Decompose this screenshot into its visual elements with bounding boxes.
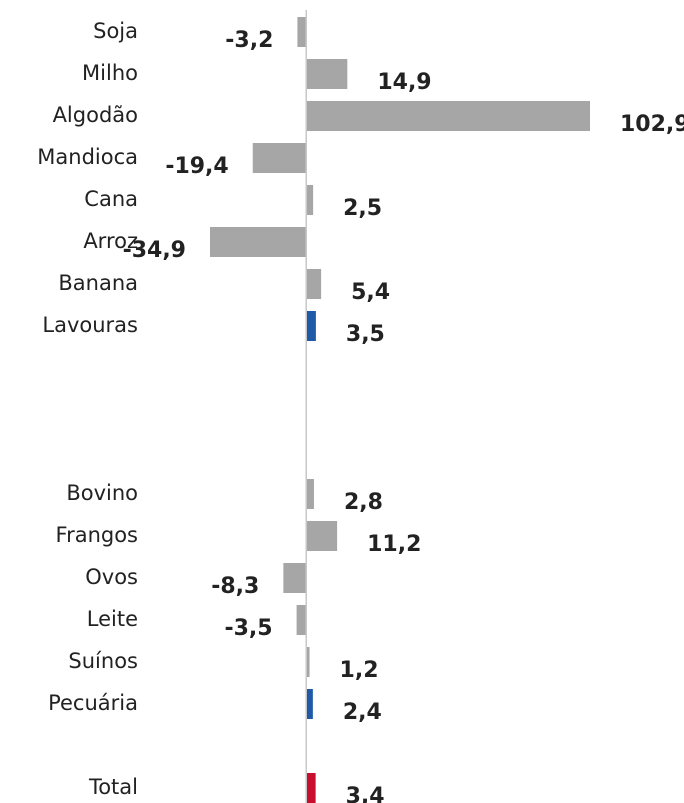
value-label: 3,4 xyxy=(346,784,385,803)
bar xyxy=(296,605,307,635)
category-label: Algodão xyxy=(53,103,138,127)
category-label: Total xyxy=(88,775,138,799)
category-label: Leite xyxy=(87,607,138,631)
value-label: -19,4 xyxy=(165,154,228,179)
bar xyxy=(306,689,313,719)
category-label: Milho xyxy=(82,61,138,85)
category-label: Bovino xyxy=(66,481,138,505)
bar xyxy=(210,227,307,257)
bar xyxy=(306,647,310,677)
category-label: Arroz xyxy=(83,229,138,253)
bar xyxy=(306,773,316,803)
value-label: 2,5 xyxy=(343,196,382,221)
category-label: Suínos xyxy=(68,649,138,673)
value-label: 2,8 xyxy=(344,490,383,515)
category-label: Mandioca xyxy=(37,145,138,169)
value-label: 3,5 xyxy=(346,322,385,347)
bar xyxy=(283,563,307,593)
bar xyxy=(252,143,307,173)
value-label: 102,9 xyxy=(620,112,684,137)
value-label: 5,4 xyxy=(351,280,390,305)
bar xyxy=(306,101,590,131)
value-label: 14,9 xyxy=(377,70,431,95)
category-label: Ovos xyxy=(85,565,138,589)
value-label: -3,5 xyxy=(224,616,272,641)
category-label: Banana xyxy=(58,271,138,295)
bar xyxy=(306,479,314,509)
bar xyxy=(306,269,322,299)
value-label: -34,9 xyxy=(123,238,186,263)
bar xyxy=(306,521,338,551)
bar xyxy=(306,185,314,215)
bar xyxy=(297,17,307,47)
category-label: Lavouras xyxy=(42,313,138,337)
value-label: 2,4 xyxy=(343,700,382,725)
value-label: 1,2 xyxy=(340,658,379,683)
value-label: -3,2 xyxy=(225,28,273,53)
category-label: Pecuária xyxy=(48,691,138,715)
bar xyxy=(306,311,316,341)
bar xyxy=(306,59,348,89)
category-label: Frangos xyxy=(56,523,138,547)
value-label: 11,2 xyxy=(367,532,421,557)
category-label: Soja xyxy=(93,19,138,43)
category-label: Cana xyxy=(84,187,138,211)
value-label: -8,3 xyxy=(211,574,259,599)
